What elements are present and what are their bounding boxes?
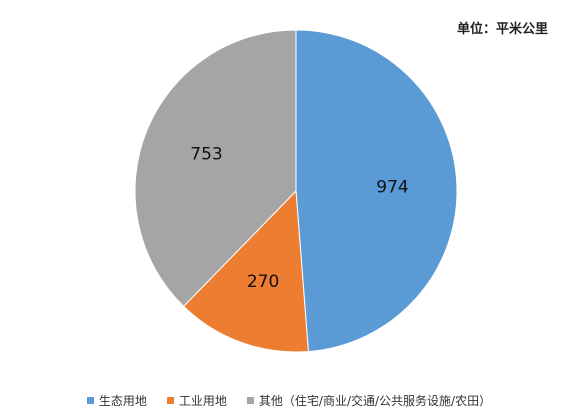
legend-swatch-ecological	[86, 397, 94, 404]
legend-label-industrial: 工业用地	[178, 394, 227, 408]
legend-label-other: 其他（住宅/商业/交通/公共服务设施/农田）	[258, 394, 492, 408]
data-label-other: 753	[190, 145, 222, 165]
data-label-ecological: 974	[376, 177, 408, 197]
legend: 生态用地 工业用地 其他（住宅/商业/交通/公共服务设施/农田）	[0, 392, 578, 409]
pie-slice-ecological	[295, 29, 458, 353]
legend-item-ecological: 生态用地	[86, 392, 147, 409]
unit-label: 单位：平米公里	[456, 22, 548, 37]
legend-swatch-industrial	[166, 397, 174, 404]
pie-slice-industrial	[182, 189, 309, 353]
pie-svg: 974 270 753	[134, 29, 458, 353]
data-label-industrial: 270	[247, 272, 279, 292]
legend-label-ecological: 生态用地	[98, 394, 147, 408]
legend-item-industrial: 工业用地	[166, 392, 227, 409]
pie-slice-other	[134, 29, 297, 308]
legend-swatch-other	[246, 397, 254, 404]
legend-item-other: 其他（住宅/商业/交通/公共服务设施/农田）	[246, 392, 492, 409]
